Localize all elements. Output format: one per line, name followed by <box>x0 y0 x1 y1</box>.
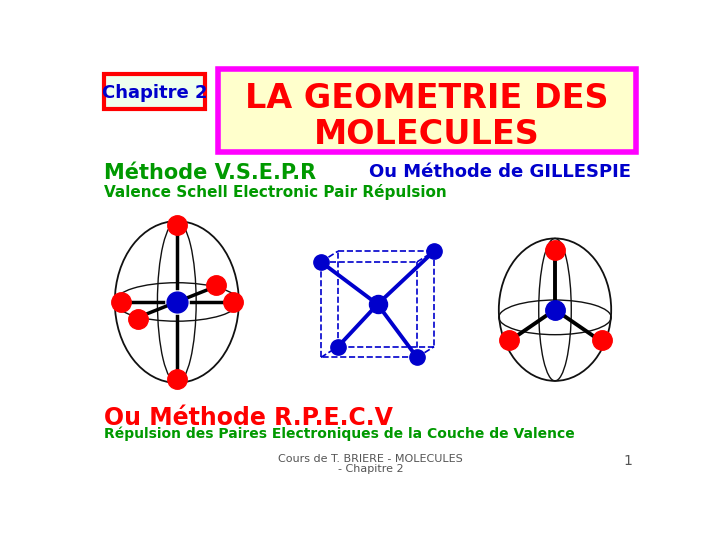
Text: - Chapitre 2: - Chapitre 2 <box>338 464 403 475</box>
Text: MOLECULES: MOLECULES <box>314 118 540 151</box>
Text: Ou Méthode R.P.E.C.V: Ou Méthode R.P.E.C.V <box>104 406 393 430</box>
Text: Chapitre 2: Chapitre 2 <box>102 84 207 102</box>
Text: Cours de T. BRIERE - MOLECULES: Cours de T. BRIERE - MOLECULES <box>278 455 463 464</box>
Text: Répulsion des Paires Electroniques de la Couche de Valence: Répulsion des Paires Electroniques de la… <box>104 427 575 441</box>
Text: LA GEOMETRIE DES: LA GEOMETRIE DES <box>246 82 609 115</box>
Text: Ou Méthode de GILLESPIE: Ou Méthode de GILLESPIE <box>369 164 631 181</box>
FancyBboxPatch shape <box>104 74 204 109</box>
Text: 1: 1 <box>624 455 632 468</box>
Text: Méthode V.S.E.P.R: Méthode V.S.E.P.R <box>104 164 316 184</box>
FancyBboxPatch shape <box>218 69 636 152</box>
Text: Valence Schell Electronic Pair Répulsion: Valence Schell Electronic Pair Répulsion <box>104 184 446 200</box>
